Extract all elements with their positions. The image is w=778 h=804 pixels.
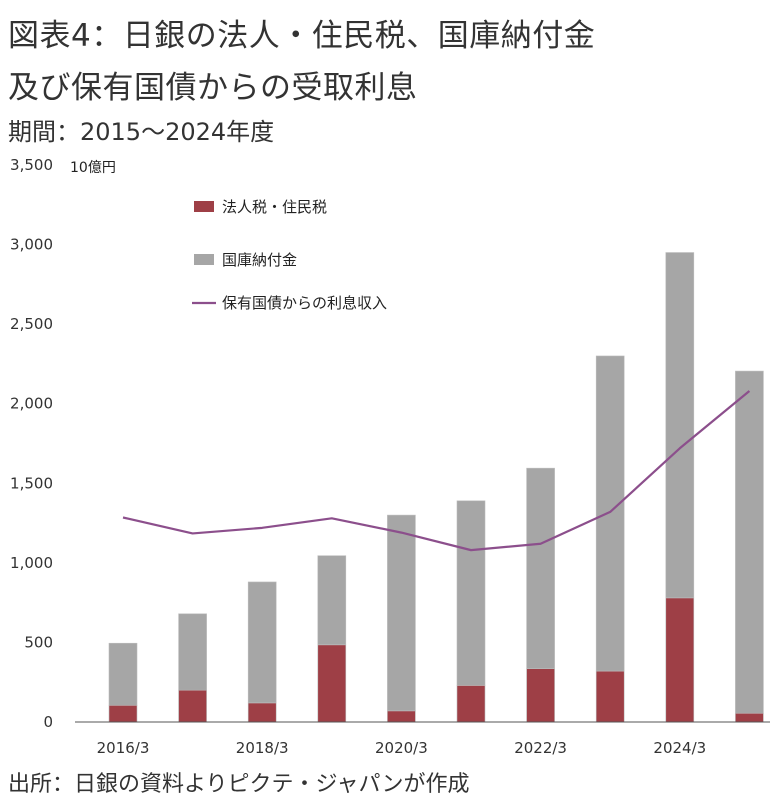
bar-treasury-payment-2016 [178,613,207,691]
y-axis: 0 500 1,000 1,500 2,000 2,500 3,000 3,500 [10,156,53,731]
bar-corporate-tax-2024 [735,712,764,723]
unit-label: 10億円 [70,160,116,176]
bar-corporate-tax-2019 [387,710,416,723]
source-note: 出所：日銀の資料よりピクテ・ジャパンが作成 [8,772,470,797]
y-tick-label: 500 [24,633,53,651]
x-tick-label: 2020/3 [375,739,428,757]
bar-corporate-tax-2020 [456,685,486,723]
bar-corporate-tax-2023 [665,597,695,723]
y-tick-label: 1,000 [10,554,53,572]
bar-treasury-payment-2022 [595,355,625,672]
y-tick-label: 3,500 [10,156,53,174]
legend-label: 保有国債からの利息収入 [222,294,387,312]
line-interest-income [122,390,751,552]
x-tick-label: 2018/3 [236,739,289,757]
chart-period: 期間：2015～2024年度 [8,118,275,146]
bar-corporate-tax-2021 [526,668,555,723]
bar-corporate-tax-2018 [317,644,347,723]
y-tick-label: 2,500 [10,315,53,333]
x-tick-label: 2016/3 [97,739,150,757]
chart-title-line-2: 及び保有国債からの受取利息 [8,70,418,106]
bar-corporate-tax-2022 [595,670,625,723]
bar-corporate-tax-2015 [108,704,138,723]
x-tick-label: 2022/3 [514,739,567,757]
bar-treasury-payment-2015 [108,642,138,706]
y-tick-label: 0 [43,713,53,731]
bar-treasury-payment-2017 [247,581,277,704]
y-tick-label: 2,000 [10,395,53,413]
legend-swatch [194,254,214,265]
bar-treasury-payment-2021 [526,467,555,669]
x-axis: 2016/3 2018/3 2020/3 2022/3 2024/3 [75,721,770,757]
bar-treasury-payment-2018 [317,555,347,646]
line-layer [122,390,751,552]
bar-corporate-tax-2017 [247,702,277,723]
bar-treasury-payment-2023 [665,252,695,599]
x-tick-label: 2024/3 [653,739,706,757]
y-tick-label: 1,500 [10,474,53,492]
y-tick-label: 3,000 [10,236,53,254]
bar-corporate-tax-2016 [178,689,207,723]
legend-label: 国庫納付金 [222,251,297,269]
bar-treasury-payment-2024 [735,370,764,714]
chart-title-line-1: 図表4：日銀の法人・住民税、国庫納付金 [8,18,596,54]
legend-label: 法人税・住民税 [222,198,327,216]
bars-layer [108,252,764,723]
bar-treasury-payment-2020 [456,500,486,686]
chart-area: 10億円 05001,0001,5002,0002,5003,0003,500 … [10,156,770,757]
legend-swatch [194,201,214,212]
bar-treasury-payment-2019 [387,514,416,712]
